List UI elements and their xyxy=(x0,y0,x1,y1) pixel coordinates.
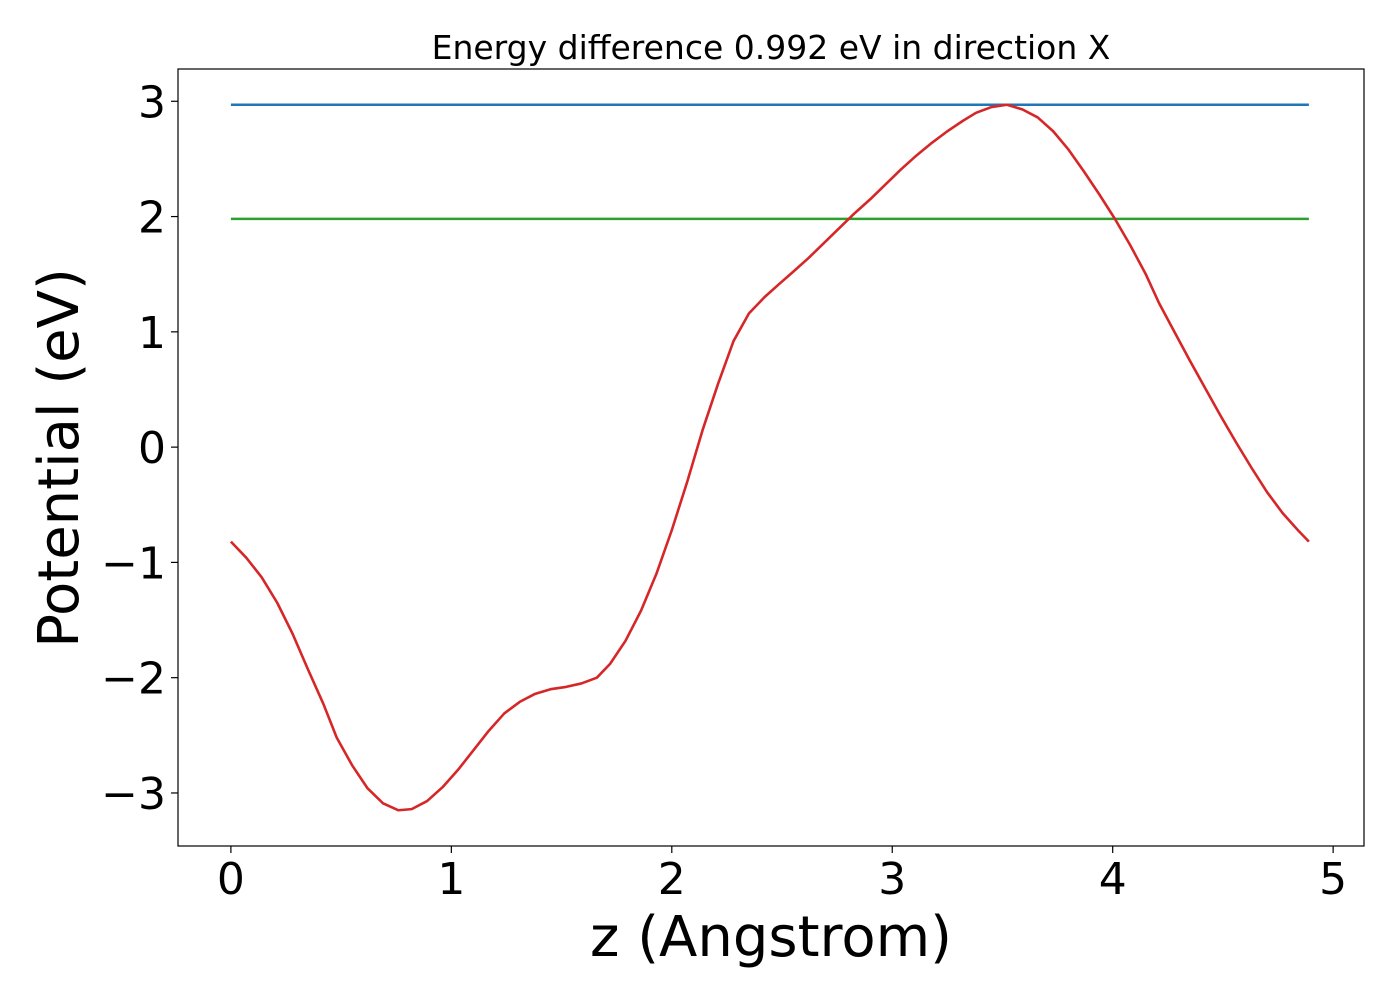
x-tick-label: 3 xyxy=(878,854,906,905)
x-tick-label: 2 xyxy=(658,854,686,905)
y-tick-label: 1 xyxy=(138,308,166,359)
x-tick-label: 4 xyxy=(1099,854,1127,905)
x-tick-label: 5 xyxy=(1319,854,1347,905)
x-axis-ticks: 0 1 2 3 4 5 xyxy=(217,846,1347,905)
x-tick-label: 0 xyxy=(217,854,245,905)
y-axis-label: Potential (eV) xyxy=(27,268,92,648)
series-layer xyxy=(229,103,1310,812)
y-axis-ticks: −3 −2 −1 0 1 2 3 xyxy=(101,77,178,820)
x-tick-label: 1 xyxy=(437,854,465,905)
y-tick-label: −1 xyxy=(101,538,166,589)
y-tick-label: 0 xyxy=(138,423,166,474)
chart-title: Energy difference 0.992 eV in direction … xyxy=(432,28,1111,67)
series-line-3 xyxy=(229,103,1310,812)
plot-frame xyxy=(177,68,1365,847)
y-tick-label: 2 xyxy=(138,193,166,244)
y-tick-label: −2 xyxy=(101,654,166,705)
y-tick-label: 3 xyxy=(138,77,166,128)
x-axis-label: z (Angstrom) xyxy=(590,905,952,970)
y-tick-label: −3 xyxy=(101,769,166,820)
